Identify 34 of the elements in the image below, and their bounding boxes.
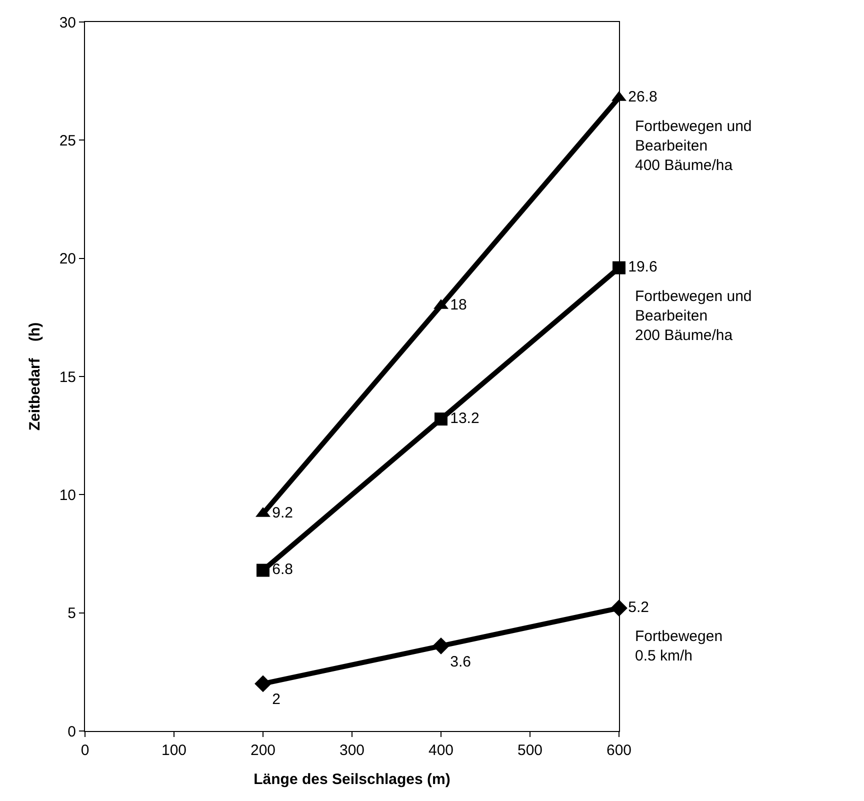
- y-tick-label: 10: [59, 486, 76, 504]
- data-label: 2: [272, 691, 280, 708]
- point: [254, 675, 272, 692]
- series-label: Fortbewegen und Bearbeiten 200 Bäume/ha: [635, 288, 752, 344]
- data-label: 13.2: [450, 410, 480, 427]
- point: [256, 564, 270, 577]
- data-label: 26.8: [628, 88, 658, 106]
- point: [432, 637, 450, 654]
- data-label: 9.2: [272, 504, 293, 522]
- x-tick-label: 0: [80, 742, 90, 759]
- x-tick-label: 500: [517, 742, 543, 759]
- data-label: 5.2: [628, 598, 649, 616]
- y-tick-label: 5: [68, 605, 76, 622]
- point: [610, 600, 628, 617]
- x-tick-label: 300: [339, 742, 365, 759]
- x-tick-label: 100: [161, 742, 187, 759]
- x-tick-label: 400: [428, 742, 454, 759]
- point: [612, 261, 626, 274]
- point: [434, 412, 448, 426]
- y-tick-label: 25: [59, 132, 76, 150]
- x-tick-label: 200: [250, 742, 276, 759]
- x-tick-label: 600: [606, 742, 632, 759]
- series-label: Fortbewegen 0.5 km/h: [635, 628, 723, 664]
- data-label: 19.6: [628, 258, 658, 276]
- y-axis-title: Zeitbedarf (h): [26, 322, 44, 431]
- y-tick-label: 0: [68, 723, 76, 740]
- series-label: Fortbewegen und Bearbeiten 400 Bäume/ha: [635, 118, 752, 174]
- y-tick-label: 15: [59, 368, 76, 386]
- x-axis-title: Länge des Seilschlages (m): [254, 771, 450, 788]
- data-label: 18: [450, 296, 467, 314]
- data-label: 6.8: [272, 561, 293, 578]
- y-tick-label: 30: [59, 14, 76, 32]
- data-label: 3.6: [450, 653, 471, 670]
- y-tick-label: 20: [59, 250, 76, 268]
